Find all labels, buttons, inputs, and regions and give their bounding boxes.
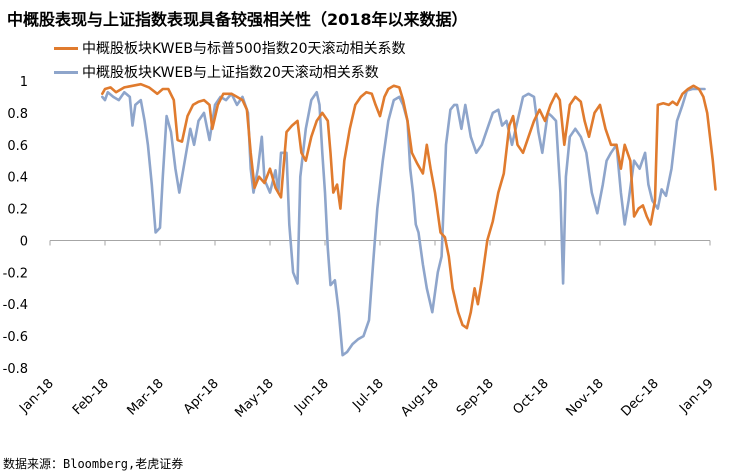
x-tick-label: Jan-18 (16, 376, 57, 417)
x-tick-label: May-18 (232, 376, 276, 420)
axes (49, 239, 711, 246)
y-tick-label: -0.8 (3, 362, 28, 377)
x-tick-label: Dec-18 (618, 376, 661, 419)
y-tick-label: 0.8 (7, 107, 28, 122)
y-tick-label: 0.4 (7, 171, 28, 186)
source-note: 数据来源：Bloomberg,老虎证券 (3, 457, 184, 471)
series-line-kweb-sp500 (101, 82, 717, 330)
legend-swatch-kweb-sp500 (54, 46, 78, 50)
y-tick-label: -0.6 (3, 330, 28, 345)
x-tick-label: Jun-18 (291, 376, 332, 417)
y-tick-label: 0.6 (7, 139, 28, 154)
chart-title: 中概股表现与上证指数表现具备较强相关性（2018年以来数据） (7, 10, 468, 29)
y-tick-label: 0.2 (7, 203, 28, 218)
y-tick-label: 1 (20, 75, 28, 90)
legend: 中概股板块KWEB与标普500指数20天滚动相关系数 中概股板块KWEB与上证指… (54, 36, 406, 84)
legend-item-kweb-sp500: 中概股板块KWEB与标普500指数20天滚动相关系数 (54, 36, 406, 60)
x-tick-label: Jul-18 (349, 376, 386, 413)
legend-label-kweb-shanghai: 中概股板块KWEB与上证指数20天滚动相关系数 (82, 65, 379, 81)
series-layer (101, 82, 717, 357)
legend-label-kweb-sp500: 中概股板块KWEB与标普500指数20天滚动相关系数 (82, 41, 406, 57)
x-tick-label: Sep-18 (454, 376, 497, 419)
x-tick-label: Mar-18 (124, 376, 166, 418)
x-tick-label: Feb-18 (70, 376, 112, 418)
x-tick-label: Nov-18 (564, 376, 607, 419)
x-tick-labels: Jan-18 Feb-18 Mar-18 Apr-18 May-18 Jun-18 Jul-… (16, 376, 717, 420)
y-tick-labels: 1 0.8 0.6 0.4 0.2 0 -0.2 -0.4 -0.6 -0.8 (3, 75, 28, 377)
y-tick-label: -0.2 (3, 266, 28, 281)
legend-swatch-kweb-shanghai (54, 70, 78, 74)
x-tick-label: Oct-18 (510, 376, 552, 418)
x-tick-label: Aug-18 (398, 376, 442, 420)
x-tick-label: Jan-19 (676, 376, 717, 417)
x-tick-label: Apr-18 (181, 376, 222, 417)
series-line-kweb-shanghai (101, 87, 706, 357)
y-tick-label: 0 (20, 234, 28, 249)
y-tick-label: -0.4 (3, 298, 28, 313)
legend-item-kweb-shanghai: 中概股板块KWEB与上证指数20天滚动相关系数 (54, 60, 406, 84)
